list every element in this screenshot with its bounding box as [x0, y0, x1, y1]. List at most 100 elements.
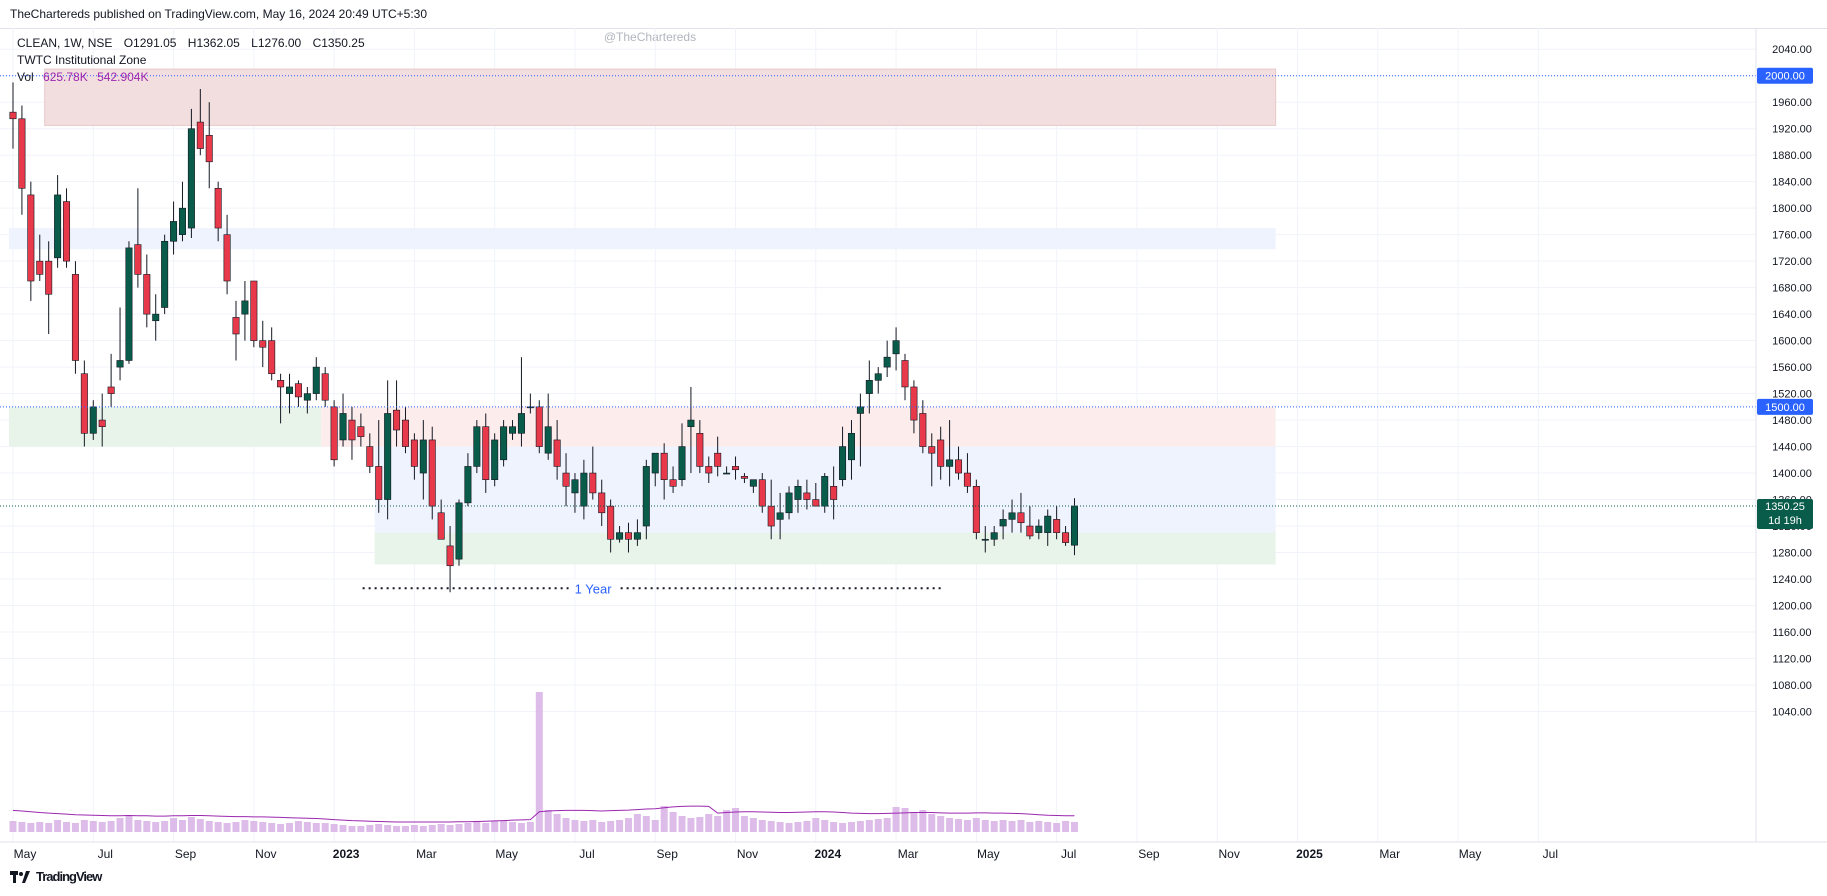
candle-body[interactable] — [553, 439, 561, 467]
candle-body[interactable] — [874, 373, 882, 381]
candle-body[interactable] — [607, 505, 615, 540]
candle-body[interactable] — [1044, 515, 1052, 533]
candle-body[interactable] — [955, 459, 963, 474]
candle-body[interactable] — [946, 459, 954, 467]
candle-body[interactable] — [919, 413, 927, 447]
candle-body[interactable] — [633, 532, 641, 540]
candle-body[interactable] — [80, 373, 88, 434]
candle-body[interactable] — [687, 419, 695, 427]
candle-body[interactable] — [63, 201, 71, 262]
candle-body[interactable] — [482, 426, 490, 480]
candle-body[interactable] — [963, 472, 971, 487]
candle-body[interactable] — [544, 426, 552, 454]
candle-body[interactable] — [767, 505, 775, 527]
candle-body[interactable] — [428, 439, 436, 507]
candle-body[interactable] — [1035, 525, 1043, 533]
candle-body[interactable] — [830, 485, 838, 500]
candle-body[interactable] — [339, 413, 347, 441]
candle-body[interactable] — [526, 406, 534, 409]
candle-body[interactable] — [410, 439, 418, 467]
candle-body[interactable] — [259, 340, 267, 348]
candle-body[interactable] — [455, 502, 463, 560]
tradingview-brand[interactable]: TradingView — [36, 869, 102, 884]
candle-body[interactable] — [535, 406, 543, 447]
candle-body[interactable] — [277, 380, 285, 388]
candle-body[interactable] — [232, 317, 240, 335]
candle-body[interactable] — [27, 194, 35, 282]
candle-body[interactable] — [758, 479, 766, 507]
candle-body[interactable] — [990, 532, 998, 540]
candle-body[interactable] — [1070, 505, 1078, 546]
candle-body[interactable] — [803, 492, 811, 500]
price-chart[interactable]: 1 Year 2040.00 2000.00 1960.00 1920.00 1880.0… — [0, 28, 1827, 866]
candle-body[interactable] — [125, 247, 133, 361]
candle-body[interactable] — [250, 280, 258, 341]
candle-body[interactable] — [357, 426, 365, 437]
candle-body[interactable] — [419, 439, 427, 474]
candle-body[interactable] — [901, 360, 909, 388]
candle-body[interactable] — [660, 452, 668, 480]
candle-body[interactable] — [732, 466, 740, 471]
candle-body[interactable] — [223, 234, 231, 282]
candle-body[interactable] — [749, 479, 757, 487]
candle-body[interactable] — [384, 413, 392, 500]
candle-body[interactable] — [9, 111, 17, 120]
candle-body[interactable] — [187, 128, 195, 229]
candle-body[interactable] — [491, 439, 499, 480]
candle-body[interactable] — [928, 446, 936, 454]
candle-body[interactable] — [375, 466, 383, 500]
candle-body[interactable] — [18, 118, 26, 189]
candle-body[interactable] — [89, 406, 97, 434]
candle-body[interactable] — [616, 532, 624, 540]
candle-body[interactable] — [642, 466, 650, 527]
candle-body[interactable] — [312, 366, 320, 394]
candle-body[interactable] — [571, 479, 579, 494]
candle-body[interactable] — [366, 446, 374, 467]
candle-body[interactable] — [143, 274, 151, 315]
candle-body[interactable] — [473, 426, 481, 467]
candle-body[interactable] — [116, 360, 124, 368]
candle-body[interactable] — [170, 221, 178, 242]
candle-body[interactable] — [205, 135, 213, 163]
candle-body[interactable] — [910, 386, 918, 421]
candle-body[interactable] — [1008, 512, 1016, 520]
candle-body[interactable] — [892, 340, 900, 355]
symbol-info[interactable]: CLEAN, 1W, NSE — [17, 36, 113, 50]
candle-body[interactable] — [54, 194, 62, 259]
candle-body[interactable] — [624, 532, 632, 540]
candle-body[interactable] — [856, 406, 864, 414]
candle-body[interactable] — [981, 538, 989, 541]
candle-body[interactable] — [696, 433, 704, 467]
candle-body[interactable] — [847, 433, 855, 461]
candle-body[interactable] — [509, 426, 517, 434]
candle-body[interactable] — [393, 409, 401, 431]
candle-body[interactable] — [268, 340, 276, 375]
candle-body[interactable] — [348, 419, 356, 441]
candle-body[interactable] — [517, 413, 525, 434]
candle-body[interactable] — [214, 188, 222, 229]
candle-body[interactable] — [714, 452, 722, 467]
candle-body[interactable] — [107, 386, 115, 394]
candle-body[interactable] — [562, 472, 570, 487]
candle-body[interactable] — [937, 439, 945, 467]
candle-body[interactable] — [999, 519, 1007, 527]
candle-body[interactable] — [1062, 532, 1070, 543]
candle-body[interactable] — [152, 313, 160, 322]
candle-body[interactable] — [865, 380, 873, 394]
candle-body[interactable] — [723, 472, 731, 475]
volume-label[interactable]: Vol — [17, 70, 34, 84]
candle-body[interactable] — [437, 512, 445, 540]
candle-body[interactable] — [776, 512, 784, 520]
candle-body[interactable] — [294, 383, 302, 398]
candle-body[interactable] — [178, 207, 186, 235]
candle-body[interactable] — [36, 260, 44, 275]
candle-body[interactable] — [785, 492, 793, 514]
candle-body[interactable] — [401, 419, 409, 447]
candle-body[interactable] — [500, 426, 508, 461]
candle-body[interactable] — [321, 373, 329, 401]
candle-body[interactable] — [196, 121, 204, 149]
candle-body[interactable] — [1026, 525, 1034, 537]
candle-body[interactable] — [740, 476, 748, 479]
candle-body[interactable] — [812, 499, 820, 507]
indicator-name[interactable]: TWTC Institutional Zone — [17, 53, 147, 67]
